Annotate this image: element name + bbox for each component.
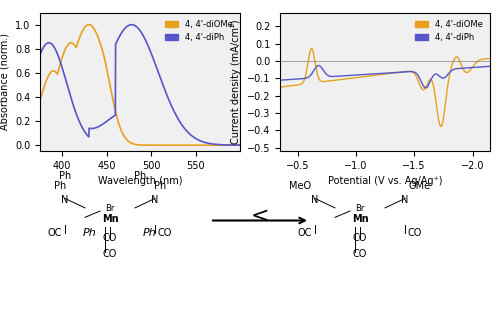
Text: CO: CO — [158, 228, 172, 238]
Text: OMe: OMe — [409, 181, 431, 191]
Text: Br: Br — [356, 204, 364, 213]
X-axis label: Wavelength (nm): Wavelength (nm) — [98, 176, 182, 186]
Text: N: N — [402, 195, 408, 205]
Text: OC: OC — [48, 228, 62, 238]
Text: CO: CO — [103, 233, 117, 243]
Text: Ph: Ph — [54, 181, 66, 191]
Text: Mn: Mn — [102, 214, 118, 224]
Legend: 4, 4'-diOMe, 4, 4'-diPh: 4, 4'-diOMe, 4, 4'-diPh — [412, 17, 486, 46]
Text: CO: CO — [103, 249, 117, 259]
Text: Ph: Ph — [59, 171, 71, 181]
Y-axis label: Absorbance (norm.): Absorbance (norm.) — [0, 33, 10, 130]
Text: <: < — [250, 206, 270, 226]
Text: Br: Br — [106, 204, 114, 213]
Text: Mn: Mn — [352, 214, 368, 224]
Legend: 4, 4'-diOMe, 4, 4'-diPh: 4, 4'-diOMe, 4, 4'-diPh — [162, 17, 236, 46]
Text: Ph: Ph — [143, 228, 157, 238]
Text: N: N — [62, 195, 68, 205]
Text: CO: CO — [353, 233, 367, 243]
Text: OC: OC — [298, 228, 312, 238]
Text: CO: CO — [353, 249, 367, 259]
Text: Ph: Ph — [83, 228, 97, 238]
Text: Ph: Ph — [134, 171, 146, 181]
Text: N: N — [312, 195, 318, 205]
Text: CO: CO — [408, 228, 422, 238]
X-axis label: Potential (V vs. Ag/Ag⁺): Potential (V vs. Ag/Ag⁺) — [328, 176, 442, 186]
Y-axis label: Current density (mA/cm²): Current density (mA/cm²) — [231, 20, 241, 144]
Text: Ph: Ph — [154, 181, 166, 191]
Text: MeO: MeO — [289, 181, 311, 191]
Text: N: N — [152, 195, 158, 205]
